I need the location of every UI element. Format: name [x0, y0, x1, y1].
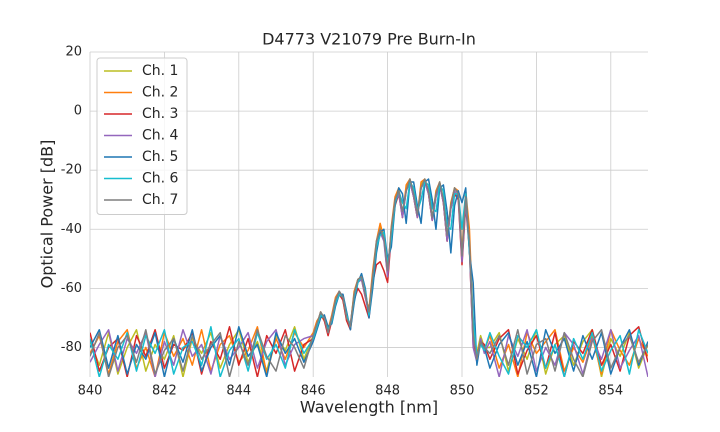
y-axis-label: Optical Power [dB] [38, 140, 57, 289]
legend-label: Ch. 3 [142, 106, 178, 122]
x-tick-label: 844 [226, 384, 251, 399]
legend: Ch. 1 Ch. 2 Ch. 3 Ch. 4 Ch. 5 Ch. 6 Ch. 7 [96, 57, 188, 215]
legend-box [96, 57, 188, 215]
y-tick-label: 0 [74, 104, 82, 119]
x-tick-label: 848 [375, 384, 400, 399]
legend-label: Ch. 5 [142, 149, 178, 165]
y-tick-label: -40 [61, 222, 82, 237]
y-tick-label: -60 [61, 281, 82, 296]
legend-label: Ch. 2 [142, 85, 178, 101]
plot-area [90, 178, 648, 377]
x-tick-label: 854 [598, 384, 623, 399]
series-line [90, 178, 648, 377]
x-tick-label: 852 [524, 384, 549, 399]
legend-label: Ch. 6 [142, 171, 179, 187]
x-tick-label: 840 [78, 384, 103, 399]
x-tick-label: 846 [301, 384, 326, 399]
legend-label: Ch. 7 [142, 192, 178, 208]
x-tick-label: 842 [152, 384, 177, 399]
y-tick-label: -20 [61, 163, 82, 178]
chart-title: D4773 V21079 Pre Burn-In [262, 30, 476, 49]
y-tick-label: 20 [65, 45, 82, 60]
x-tick-label: 850 [450, 384, 475, 399]
x-axis-label: Wavelength [nm] [300, 398, 438, 417]
legend-label: Ch. 4 [142, 128, 179, 144]
y-tick-label: -80 [61, 340, 82, 355]
legend-label: Ch. 1 [142, 63, 178, 79]
